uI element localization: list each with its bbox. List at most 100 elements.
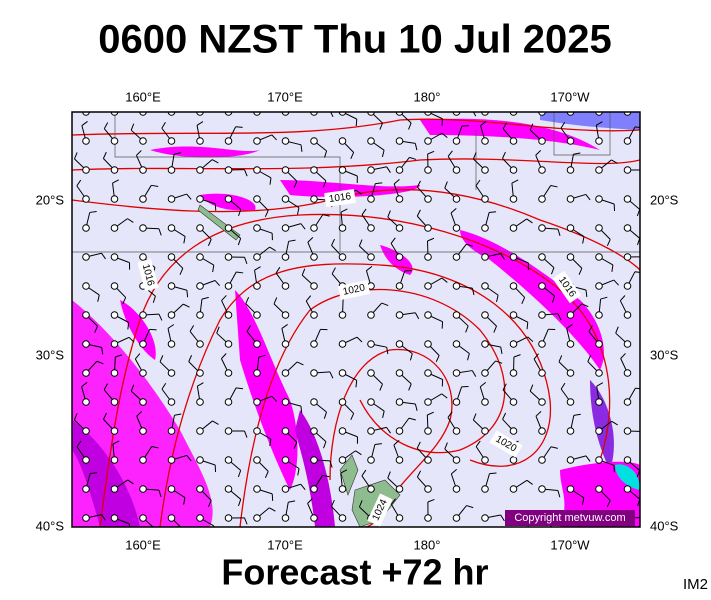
wind-barb [424, 514, 432, 522]
wind-barb [114, 112, 116, 113]
wind-barb [324, 150, 328, 158]
wind-barb [387, 210, 391, 218]
wind-barb [643, 170, 646, 177]
wind-barb [481, 195, 489, 203]
wind-barb [81, 121, 88, 126]
wind-barb [167, 253, 176, 261]
wind-barb [224, 112, 233, 116]
wind-barb [441, 132, 448, 139]
wind-barb [271, 134, 277, 141]
wind-barb [595, 282, 603, 290]
wind-barb [496, 295, 499, 303]
wind-barb [595, 112, 603, 116]
wind-barb [587, 354, 592, 362]
map-frame [71, 111, 641, 528]
wind-barb [134, 353, 141, 360]
wind-barb [509, 166, 518, 174]
wind-barb [596, 121, 603, 126]
wind-barb [481, 340, 489, 348]
wind-barb [110, 427, 119, 435]
wind-barb [595, 369, 603, 377]
wind-barb [395, 166, 404, 174]
wind-barb [211, 159, 219, 164]
wind-barb [395, 456, 404, 464]
wind-barb [538, 224, 546, 232]
wind-barb [424, 282, 432, 290]
wind-barb [502, 151, 506, 159]
wind-barb [395, 137, 404, 145]
wind-barb [296, 361, 304, 366]
wind-barb [466, 243, 474, 247]
wind-barb [167, 195, 176, 203]
wind-barb [307, 498, 313, 504]
wind-barb [620, 353, 626, 359]
wind-barb [534, 93, 539, 98]
wind-barb [566, 137, 575, 145]
wind-barb [151, 184, 159, 188]
wind-barb [338, 456, 347, 464]
wind-barb [253, 282, 261, 290]
wind-barb [127, 218, 134, 223]
wind-barb [300, 144, 303, 152]
wind-barb [136, 411, 143, 417]
wind-barb [196, 427, 204, 435]
wind-barb [529, 384, 534, 392]
wind-barb [414, 312, 420, 320]
wind-barb [395, 311, 404, 319]
wind-barb [158, 228, 162, 236]
wind-barb [606, 500, 611, 508]
wind-barb [322, 214, 330, 217]
wind-barb [196, 224, 204, 232]
wind-barb [481, 485, 489, 493]
wind-barb [361, 208, 367, 215]
wind-barb [495, 360, 503, 364]
wind-barb [427, 498, 435, 503]
wind-barb [566, 456, 575, 464]
wind-barb [330, 499, 335, 507]
wind-barb [207, 239, 212, 246]
wind-barb [424, 137, 432, 145]
wind-barb [444, 181, 448, 189]
wind-barb [196, 253, 204, 261]
wind-barb [82, 514, 90, 522]
wind-barb [395, 340, 404, 348]
wind-barb [424, 195, 432, 203]
wind-barb [502, 383, 507, 391]
wind-barb [207, 500, 212, 507]
wind-barb [246, 325, 251, 332]
lat-label: 30°S [650, 347, 679, 362]
wind-barb [393, 178, 400, 185]
wind-barb [538, 112, 546, 116]
wind-barb [253, 311, 261, 319]
wind-barb [395, 195, 404, 203]
wind-barb [538, 485, 546, 493]
wind-barb [322, 474, 330, 478]
wind-barb [414, 403, 418, 411]
wind-barb [481, 166, 489, 174]
wind-barb [310, 166, 318, 174]
wind-barb [408, 122, 412, 130]
wind-barb [381, 302, 389, 307]
wind-barb [560, 121, 566, 129]
wind-barb [186, 290, 189, 298]
wind-barb [513, 354, 521, 358]
wind-barb [201, 296, 209, 300]
wind-barb [390, 498, 396, 505]
wind-barb [281, 324, 288, 329]
isobars [72, 118, 640, 527]
wind-barb [509, 195, 518, 203]
wind-barb [452, 112, 461, 116]
wind-barb [595, 398, 603, 406]
lat-label: 40°S [650, 518, 679, 533]
wind-barb [110, 224, 119, 232]
wind-barb [237, 470, 242, 478]
wind-barb [86, 112, 87, 113]
wind-barb [82, 311, 90, 319]
wind-barb [180, 529, 183, 535]
wind-barb [475, 179, 481, 187]
wind-barb [170, 112, 172, 113]
wind-barb [338, 340, 347, 348]
forecast-label: Forecast +72 hr [221, 552, 488, 593]
wind-barb [221, 93, 226, 98]
wind-barb [424, 398, 432, 406]
